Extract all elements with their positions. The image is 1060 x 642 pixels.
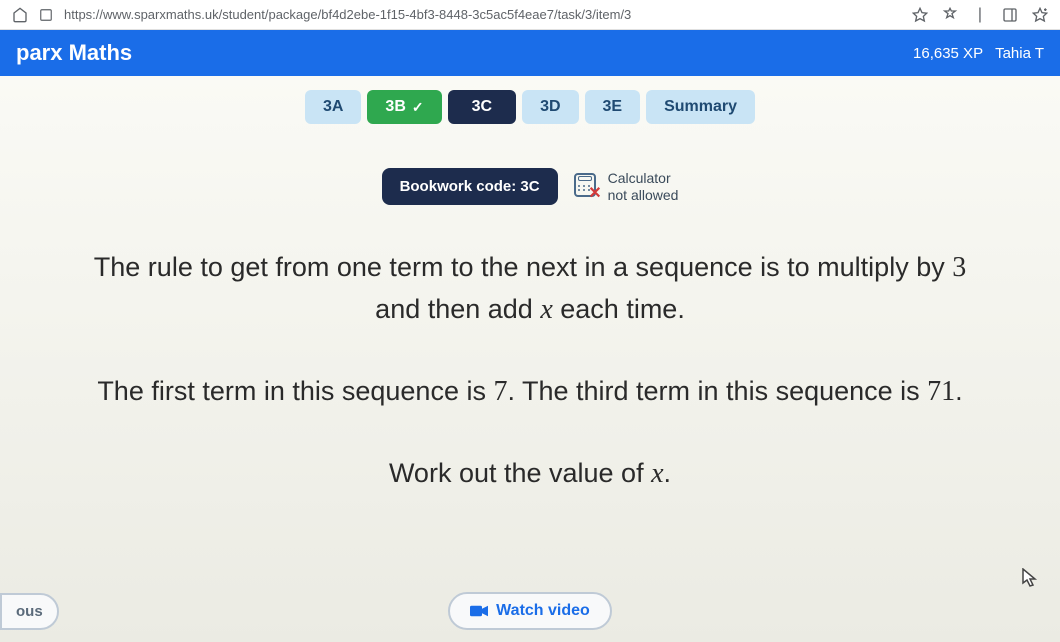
- calculator-status: ✕ Calculator not allowed: [572, 170, 679, 204]
- tab-label: Summary: [664, 98, 737, 116]
- video-icon: [470, 604, 488, 618]
- watch-video-button[interactable]: Watch video: [448, 592, 612, 630]
- divider-icon: |: [972, 7, 988, 23]
- extension-icon[interactable]: [942, 7, 958, 23]
- question-body: The rule to get from one term to the nex…: [50, 247, 1010, 495]
- tab-3d[interactable]: 3D: [522, 90, 578, 124]
- url-text[interactable]: https://www.sparxmaths.uk/student/packag…: [64, 7, 902, 22]
- tab-label: 3E: [603, 98, 623, 116]
- username-display[interactable]: Tahia T: [995, 45, 1044, 62]
- app-header: parx Maths 16,635 XP Tahia T: [0, 30, 1060, 76]
- tab-summary[interactable]: Summary: [646, 90, 755, 124]
- task-tabs: 3A 3B ✓ 3C 3D 3E Summary: [0, 90, 1060, 124]
- bottom-row: Watch video: [0, 592, 1060, 630]
- browser-actions: |: [912, 7, 1048, 23]
- content-area: 3A 3B ✓ 3C 3D 3E Summary Bookwork code: …: [0, 76, 1060, 642]
- brand-title[interactable]: parx Maths: [16, 40, 132, 66]
- cursor-icon: [1022, 568, 1038, 593]
- question-paragraph-2: The first term in this sequence is 7. Th…: [70, 371, 990, 413]
- tab-3b[interactable]: 3B ✓: [367, 90, 441, 124]
- info-row: Bookwork code: 3C ✕ Calculator not allow…: [0, 168, 1060, 205]
- tab-label: 3D: [540, 98, 560, 116]
- question-paragraph-1: The rule to get from one term to the nex…: [70, 247, 990, 331]
- bookwork-code: Bookwork code: 3C: [382, 168, 558, 205]
- header-right: 16,635 XP Tahia T: [913, 45, 1044, 62]
- tab-label: 3A: [323, 98, 343, 116]
- x-icon: ✕: [588, 183, 601, 203]
- calculator-icon: ✕: [572, 173, 600, 201]
- tab-3c[interactable]: 3C: [448, 90, 516, 124]
- home-icon[interactable]: [12, 7, 28, 23]
- question-paragraph-3: Work out the value of x.: [70, 453, 990, 495]
- tab-3e[interactable]: 3E: [585, 90, 641, 124]
- bookmark-add-icon[interactable]: [1032, 7, 1048, 23]
- sidepanel-icon[interactable]: [1002, 7, 1018, 23]
- calc-line2: not allowed: [608, 187, 679, 204]
- tab-3a[interactable]: 3A: [305, 90, 361, 124]
- calculator-text: Calculator not allowed: [608, 170, 679, 204]
- xp-display: 16,635 XP: [913, 45, 983, 62]
- check-icon: ✓: [412, 99, 424, 116]
- calc-line1: Calculator: [608, 170, 679, 187]
- star-icon[interactable]: [912, 7, 928, 23]
- watch-video-label: Watch video: [496, 602, 590, 620]
- tab-label: 3B: [385, 98, 405, 116]
- browser-url-bar: https://www.sparxmaths.uk/student/packag…: [0, 0, 1060, 30]
- tab-label: 3C: [472, 98, 492, 116]
- site-info-icon[interactable]: [38, 7, 54, 23]
